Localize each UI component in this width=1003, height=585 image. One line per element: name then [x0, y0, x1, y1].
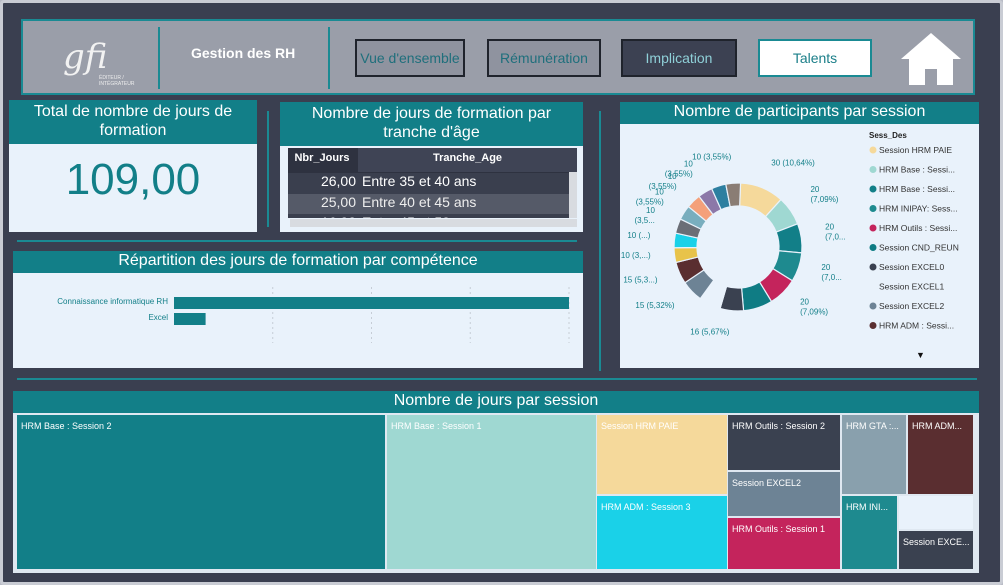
data-label: 20 (7,0... — [821, 263, 841, 282]
kpi-title: Total de nombre de jours de formation — [9, 100, 257, 144]
legend-item[interactable]: HRM INIPAY: Sess... — [879, 204, 958, 214]
legend-item[interactable]: HRM ADM : Sessi... — [879, 321, 954, 331]
header-divider — [328, 27, 330, 89]
data-label: 10 (3,...) — [621, 251, 651, 260]
data-label: 10 (3,55%) — [649, 172, 678, 191]
data-label: 30 (10,64%) — [771, 159, 815, 168]
bar[interactable] — [174, 297, 569, 309]
treemap-title: Nombre de jours par session — [13, 391, 979, 413]
participants-title: Nombre de participants par session — [620, 102, 979, 124]
legend-swatch — [869, 224, 877, 232]
nav-button-implication[interactable]: Implication — [621, 39, 737, 77]
table-row: 26,00 Entre 35 et 40 ans — [288, 173, 577, 194]
treemap-tile[interactable]: HRM INI... — [842, 496, 897, 569]
legend-item[interactable]: HRM Base : Sessi... — [879, 184, 955, 194]
data-label: 10 (3,5... — [634, 206, 655, 225]
legend-swatch — [869, 322, 877, 329]
competence-bar-chart: Connaissance informatique RH Excel — [57, 287, 570, 343]
kpi-card: Total de nombre de jours de formation 10… — [9, 100, 257, 232]
data-label: 20 (7,09%) — [810, 185, 838, 204]
age-table-card: Nombre de jours de formation par tranche… — [280, 102, 583, 232]
page-title: Gestion des RH — [191, 45, 296, 61]
treemap-tile[interactable]: HRM GTA :... — [842, 415, 906, 494]
column-header-tranche-age[interactable]: Tranche_Age — [358, 148, 577, 172]
header-bar: gfi ÉDITEUR / INTÉGRATEUR Gestion des RH… — [21, 19, 975, 95]
table-row: 16,00 Entre 45 et 50 ans — [288, 214, 577, 218]
treemap-tile[interactable]: HRM ADM : Session 3 — [597, 496, 727, 569]
data-label: 10 (...) — [627, 231, 650, 240]
data-label: 16 (5,67%) — [690, 328, 729, 337]
data-label: 20 (7,0... — [825, 223, 845, 242]
legend-swatch — [869, 244, 877, 251]
legend-item[interactable]: HRM Outils : Sessi... — [879, 223, 957, 233]
nav-button-talents[interactable]: Talents — [758, 39, 872, 77]
table-horizontal-scrollbar[interactable] — [290, 219, 577, 227]
legend-swatch — [869, 205, 877, 212]
legend-item[interactable]: Session EXCEL1 — [879, 282, 944, 292]
treemap-chart: HRM Base : Session 2 HRM Base : Session 1… — [17, 415, 973, 569]
column-header-nbr-jours[interactable]: Nbr_Jours — [288, 148, 356, 172]
treemap-tile[interactable]: Session EXCE... — [899, 531, 973, 569]
data-label: 20 (7,09%) — [800, 297, 828, 316]
table-row: 25,00 Entre 40 et 45 ans — [288, 194, 577, 215]
age-table[interactable]: Nbr_Jours Tranche_Age 26,00 Entre 35 et … — [288, 148, 577, 218]
data-label: 10 (3,55%) — [636, 188, 665, 207]
legend-swatch — [869, 283, 877, 290]
data-label: 10 (3,55%) — [665, 160, 694, 179]
divider — [17, 240, 577, 242]
legend-swatch — [869, 146, 877, 154]
age-table-title: Nombre de jours de formation par tranche… — [280, 102, 583, 146]
category-label: Connaissance informatique RH — [57, 297, 168, 306]
cell-nbr-jours: 16,00 — [288, 214, 356, 218]
company-logo: gfi ÉDITEUR / INTÉGRATEUR — [63, 37, 143, 87]
cell-nbr-jours: 26,00 — [320, 173, 356, 189]
logo-text: gfi — [63, 37, 108, 77]
donut-slice[interactable] — [725, 182, 742, 208]
divider — [17, 378, 977, 380]
treemap-tile[interactable]: HRM Base : Session 1 — [387, 415, 596, 569]
treemap-tile[interactable]: HRM Base : Session 2 — [17, 415, 385, 569]
legend-item[interactable]: Session EXCEL0 — [879, 262, 944, 272]
competence-title: Répartition des jours de formation par c… — [13, 251, 583, 273]
participants-donut-chart: 30 (10,64%) 20 (7,09%) 20 (7,0... 20 (7,0... 20… — [621, 131, 959, 337]
legend-title: Sess_Des — [869, 131, 907, 140]
treemap-tile[interactable]: HRM Outils : Session 1 — [728, 518, 840, 569]
treemap-tile[interactable]: Session HRM PAIE — [597, 415, 727, 494]
divider — [267, 111, 269, 227]
logo-subtext: ÉDITEUR / INTÉGRATEUR — [99, 75, 135, 87]
participants-card: Nombre de participants par session 30 (1… — [620, 102, 979, 368]
bar[interactable] — [174, 313, 206, 325]
competence-card: Répartition des jours de formation par c… — [13, 251, 583, 368]
treemap-tile[interactable]: HRM ADM... — [908, 415, 973, 494]
cell-tranche-age: Entre 45 et 50 ans — [362, 214, 476, 218]
home-icon[interactable] — [899, 31, 963, 87]
cell-nbr-jours: 25,00 — [320, 194, 356, 210]
divider — [599, 111, 601, 371]
category-label: Excel — [148, 313, 168, 322]
data-label: 10 (3,55%) — [692, 152, 731, 161]
legend-swatch — [869, 263, 877, 271]
treemap-tile[interactable] — [899, 496, 973, 529]
data-label: 15 (5,3...) — [623, 276, 658, 285]
legend-swatch — [869, 302, 877, 310]
cell-tranche-age: Entre 35 et 40 ans — [362, 173, 477, 189]
header-divider — [158, 27, 160, 89]
treemap-tile[interactable]: Session EXCEL2 — [728, 472, 840, 516]
cell-tranche-age: Entre 40 et 45 ans — [362, 194, 477, 210]
legend-more-button[interactable]: ▼ — [916, 350, 925, 360]
legend-item[interactable]: HRM Base : Sessi... — [879, 165, 955, 175]
nav-button-vue-ensemble[interactable]: Vue d'ensemble — [355, 39, 465, 77]
table-scrollbar[interactable] — [569, 172, 577, 218]
legend-swatch — [869, 185, 877, 193]
nav-button-remuneration[interactable]: Rémunération — [487, 39, 601, 77]
data-label: 15 (5,32%) — [635, 301, 674, 310]
legend-item[interactable]: Session HRM PAIE — [879, 145, 952, 155]
legend-item[interactable]: Session EXCEL2 — [879, 301, 944, 311]
legend-swatch — [869, 166, 877, 173]
treemap-tile[interactable]: HRM Outils : Session 2 — [728, 415, 840, 470]
legend-item[interactable]: Session CND_REUN — [879, 243, 959, 253]
kpi-value: 109,00 — [65, 155, 201, 204]
treemap-card: Nombre de jours par session HRM Base : S… — [13, 391, 979, 573]
